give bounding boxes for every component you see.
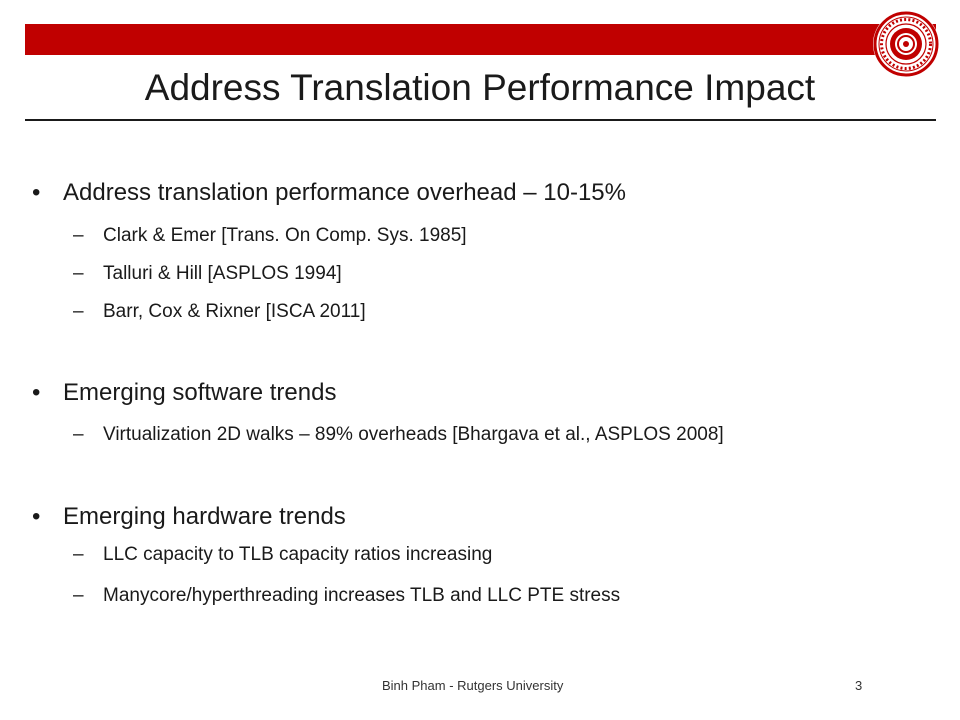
- sub-bullet-item: – Virtualization 2D walks – 89% overheads…: [73, 422, 724, 448]
- sub-bullet-item: – LLC capacity to TLB capacity ratios inc…: [73, 542, 492, 568]
- sub-bullet-text: Talluri & Hill [ASPLOS 1994]: [103, 263, 342, 284]
- bullet-text: Address translation performance overhead…: [63, 179, 626, 206]
- sub-bullet-text: Barr, Cox & Rixner [ISCA 2011]: [103, 301, 366, 322]
- bullet-item: • Emerging software trends: [32, 377, 336, 409]
- sub-bullet-dash: –: [73, 585, 84, 606]
- sub-bullet-dash: –: [73, 301, 84, 322]
- footer-text: Binh Pham - Rutgers University: [382, 678, 564, 693]
- page-number: 3: [855, 678, 863, 693]
- sub-bullet-text: LLC capacity to TLB capacity ratios incr…: [103, 544, 493, 565]
- sub-bullet-dash: –: [73, 544, 84, 565]
- sub-bullet-text: Manycore/hyperthreading increases TLB an…: [103, 585, 621, 606]
- bullet-text: Emerging software trends: [63, 379, 337, 406]
- sub-bullet-text: Virtualization 2D walks – 89% overheads …: [103, 424, 724, 445]
- sub-bullet-item: – Talluri & Hill [ASPLOS 1994]: [73, 261, 342, 287]
- sub-bullet-dash: –: [73, 424, 84, 445]
- rutgers-seal-icon: [873, 11, 939, 77]
- bullet-text: Emerging hardware trends: [63, 503, 346, 530]
- bullet-item: • Emerging hardware trends: [32, 501, 346, 533]
- sub-bullet-text: Clark & Emer [Trans. On Comp. Sys. 1985]: [103, 225, 467, 246]
- sub-bullet-item: – Barr, Cox & Rixner [ISCA 2011]: [73, 299, 366, 325]
- sub-bullet-dash: –: [73, 225, 84, 246]
- slide-title: Address Translation Performance Impact: [144, 67, 816, 108]
- sub-bullet-item: – Manycore/hyperthreading increases TLB a…: [73, 583, 620, 609]
- bullet-dot: •: [32, 379, 41, 406]
- sub-bullet-item: – Clark & Emer [Trans. On Comp. Sys. 1985…: [73, 223, 467, 249]
- sub-bullet-dash: –: [73, 263, 84, 284]
- bullet-dot: •: [32, 179, 41, 206]
- bullet-dot: •: [32, 503, 41, 530]
- title-divider: [25, 119, 936, 121]
- bullet-item: • Address translation performance overhea…: [32, 177, 626, 209]
- header-bar: [25, 24, 936, 55]
